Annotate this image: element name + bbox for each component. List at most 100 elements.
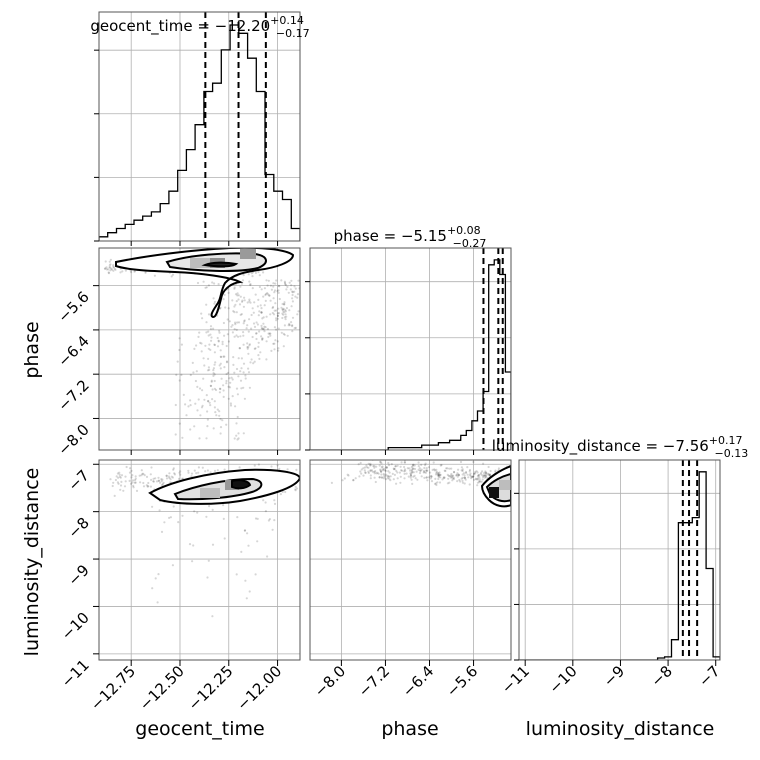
sample-point [248, 343, 251, 346]
sample-point [481, 474, 484, 477]
sample-point [130, 271, 133, 274]
sample-point [208, 368, 211, 371]
sample-point [278, 285, 281, 288]
sample-point [225, 379, 228, 383]
sample-point [177, 477, 181, 480]
histogram-bar [116, 229, 125, 241]
sample-point [294, 488, 297, 491]
sample-point [443, 476, 446, 479]
sample-point [459, 460, 463, 464]
sample-point [204, 470, 207, 473]
sample-point [447, 474, 450, 477]
sample-point [271, 306, 274, 310]
sample-point [199, 414, 202, 417]
sample-point [201, 404, 204, 407]
sample-point [395, 469, 398, 472]
sample-point [282, 307, 285, 310]
sample-point [444, 469, 447, 473]
sample-point [297, 279, 300, 282]
sample-point [160, 480, 163, 483]
scatter-distance-vs-geocent-panel [98, 459, 301, 661]
sample-point [269, 334, 272, 337]
sample-point [153, 274, 156, 277]
sample-point [262, 322, 265, 325]
sample-point [367, 471, 370, 475]
sample-point [385, 466, 388, 469]
sample-point [460, 469, 463, 472]
sample-point [246, 532, 249, 535]
sample-point [212, 367, 215, 370]
sample-point [118, 473, 121, 476]
sample-point [419, 469, 422, 472]
sample-point [451, 474, 455, 477]
sample-point [410, 471, 413, 474]
sample-point [376, 471, 379, 474]
sample-point [260, 311, 263, 314]
sample-point [369, 477, 372, 480]
sample-point [456, 475, 459, 478]
sample-point [212, 369, 215, 372]
sample-point [267, 519, 270, 522]
sample-point [472, 472, 476, 475]
sample-point [237, 298, 240, 301]
sample-point [195, 370, 198, 373]
sample-point [163, 521, 166, 524]
sample-point [422, 469, 426, 472]
sample-point [235, 434, 238, 437]
sample-point [269, 332, 272, 335]
sample-point [371, 470, 374, 473]
sample-point [277, 289, 280, 292]
title-sub: −0.13 [715, 447, 749, 460]
sample-point [480, 471, 483, 474]
sample-point [247, 352, 250, 355]
sample-point [243, 296, 246, 299]
sample-point [290, 279, 293, 282]
sample-point [412, 475, 415, 478]
histogram-bar [472, 421, 478, 450]
sample-point [238, 347, 241, 350]
sample-point [176, 360, 179, 363]
sample-point [262, 327, 265, 330]
axis-ticks: −12.75−12.50−12.25−12.00 −8.0 −7.2 −6.4 −5.6… [54, 49, 724, 714]
sample-point [218, 331, 221, 334]
sample-point [281, 302, 284, 306]
sample-point [446, 482, 449, 485]
sample-point [261, 337, 264, 340]
sample-point [290, 284, 293, 287]
sample-point [403, 461, 406, 464]
sample-point [209, 333, 212, 336]
sample-point [468, 483, 471, 486]
sample-point [200, 406, 204, 409]
sample-point [452, 476, 455, 479]
sample-point [147, 481, 150, 485]
sample-point [459, 480, 462, 483]
sample-point [170, 475, 173, 478]
sample-point [278, 297, 281, 301]
sample-point [437, 473, 440, 476]
sample-point [219, 418, 222, 421]
sample-point [461, 481, 464, 484]
sample-point [288, 322, 291, 325]
sample-point [239, 335, 242, 338]
tick-label: −7 [695, 662, 723, 690]
sample-point [468, 470, 471, 473]
sample-point [222, 321, 225, 325]
sample-point [441, 478, 444, 481]
y-label-phase: phase [21, 321, 43, 378]
density-cell [240, 249, 256, 259]
sample-point [245, 597, 248, 600]
sample-point [450, 476, 454, 479]
sample-point [460, 466, 463, 469]
histogram-bar [450, 440, 456, 450]
sample-point [206, 418, 209, 421]
x-label-geocent: geocent_time [135, 718, 264, 740]
sample-point [442, 476, 445, 479]
sample-point [256, 517, 259, 521]
sample-point [426, 469, 429, 472]
sample-point [442, 477, 445, 480]
sample-point [170, 275, 173, 278]
sample-point [251, 287, 254, 290]
sample-point [201, 389, 204, 392]
sample-point [268, 332, 271, 335]
sample-point [379, 460, 382, 463]
